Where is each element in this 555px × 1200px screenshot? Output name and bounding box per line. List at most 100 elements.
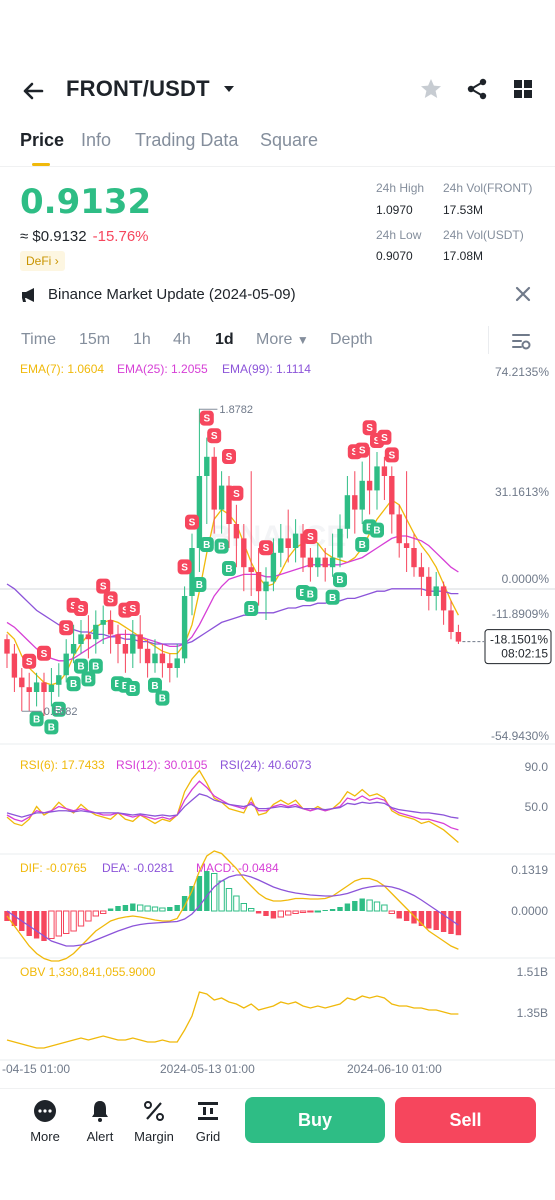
margin-percent-icon [144, 1101, 164, 1121]
buy-signal-marker: B [214, 538, 229, 554]
more-action[interactable]: More [20, 1099, 70, 1144]
vol-base-label: 24h Vol(FRONT) [443, 181, 533, 195]
sell-signal-marker: S [222, 449, 236, 464]
margin-action[interactable]: Margin [129, 1099, 179, 1144]
candle-body [211, 456, 217, 510]
percent-axis-label: -54.9430% [491, 729, 549, 743]
buy-signal-marker: B [355, 537, 370, 552]
candle-body [4, 639, 10, 654]
buy-signal-marker-letter: B [336, 575, 343, 586]
interval-1d[interactable]: 1d [215, 331, 234, 348]
close-icon[interactable] [513, 284, 533, 304]
announcement-banner[interactable]: Binance Market Update (2024-05-09) [20, 284, 535, 308]
macd-histogram-bar [352, 901, 358, 911]
sell-signal-marker-bg [74, 601, 88, 616]
candle [70, 624, 77, 664]
macd-histogram-bar [299, 910, 307, 913]
interval-15m[interactable]: 15m [79, 331, 111, 348]
macd-histogram-bar [167, 907, 173, 911]
bottom-action-bar: More Alert Margin Grid Buy Sell [0, 1088, 555, 1200]
ema99-line [6, 583, 459, 645]
candle-body [85, 634, 92, 640]
candle-body [11, 653, 18, 678]
rsi6-line [6, 769, 459, 844]
sell-signal-marker-letter: S [381, 433, 388, 444]
star-icon[interactable] [418, 76, 444, 102]
macd-histogram-bar [204, 871, 210, 911]
sell-signal-marker-bg [37, 645, 51, 661]
candle-body [285, 538, 291, 548]
macd-histogram-bar [233, 895, 240, 912]
tab-square[interactable]: Square [260, 130, 319, 150]
macd-axis-label: 0.1319 [511, 863, 548, 877]
interval-depth[interactable]: Depth [330, 331, 373, 348]
grid-layout-icon[interactable] [510, 76, 536, 102]
kline-chart[interactable]: BINANCE EMA(7): 1.0604 EMA(25): 1.2055 EMA(… [0, 356, 555, 1086]
candle-body [329, 557, 336, 568]
candle-body [181, 596, 188, 659]
sell-button[interactable]: Sell [395, 1097, 536, 1143]
alert-action[interactable]: Alert [75, 1099, 125, 1144]
buy-signal-marker: B [81, 671, 96, 687]
candle [167, 653, 173, 683]
price-subline: ≈ $0.9132 -15.76% [20, 228, 149, 245]
grid-action[interactable]: Grid [183, 1099, 233, 1144]
candle [255, 548, 262, 606]
high-value: 1.0970 [376, 203, 413, 217]
category-tag-label: DeFi [26, 254, 52, 268]
sell-signal-marker-letter: S [388, 450, 395, 461]
buy-signal-marker: B [370, 522, 384, 538]
interval-1h[interactable]: 1h [133, 331, 151, 348]
candle-body [403, 543, 410, 548]
interval-more[interactable]: More ▼ [256, 331, 309, 349]
indicator-settings-icon[interactable] [510, 330, 532, 352]
ema-legend-item: EMA(25): 1.2055 [117, 362, 208, 376]
buy-signal-marker: B [244, 601, 259, 616]
candle-body [233, 524, 240, 539]
candle-body [144, 648, 151, 664]
date-axis-label: 2024-06-10 01:00 [347, 1062, 442, 1076]
more-action-label: More [30, 1129, 60, 1144]
percent-axis-label: 74.2135% [495, 365, 549, 379]
candle [33, 672, 40, 707]
tab-price[interactable]: Price [20, 130, 65, 150]
buy-signal-marker-letter: B [307, 590, 314, 601]
share-icon[interactable] [464, 76, 490, 102]
candle-body [226, 485, 232, 524]
candle-body [204, 456, 210, 476]
candle-body [455, 632, 462, 642]
trading-pair-title[interactable]: FRONT/USDT [66, 76, 210, 101]
vol-quote-value: 17.08M [443, 249, 484, 263]
caret-down-icon[interactable] [222, 82, 236, 96]
buy-signal-marker-letter: B [114, 679, 121, 690]
buy-signal-marker-letter: B [85, 674, 92, 685]
buy-signal-marker-bg [125, 681, 140, 696]
sell-signal-marker-letter: S [359, 446, 366, 457]
sell-signal-marker-letter: S [307, 532, 314, 543]
interval-4h[interactable]: 4h [173, 331, 191, 348]
buy-signal-marker: B [303, 586, 318, 602]
macd-histogram-bar [263, 911, 269, 916]
tab-info[interactable]: Info [81, 130, 112, 150]
candle-body [174, 658, 180, 668]
candle-body [218, 485, 225, 510]
buy-signal-marker-bg [74, 658, 88, 674]
interval-time[interactable]: Time [21, 331, 56, 348]
candle-body [322, 557, 328, 568]
sell-signal-marker: S [59, 620, 74, 636]
rsi-legend-item: RSI(6): 17.7433 [20, 758, 105, 772]
candle-body [300, 533, 306, 558]
back-arrow-icon[interactable] [18, 76, 48, 106]
buy-button[interactable]: Buy [245, 1097, 385, 1143]
candle [144, 639, 151, 678]
tab-trading-data[interactable]: Trading Data [135, 130, 239, 150]
candle [337, 514, 343, 568]
sell-signal-marker-bg [185, 514, 199, 530]
candle [11, 644, 18, 692]
active-tab-indicator [32, 163, 50, 166]
candle-body [196, 476, 203, 548]
current-price-box [484, 629, 552, 665]
category-tag[interactable]: DeFi › [20, 251, 65, 271]
candle-body [93, 624, 99, 640]
sell-signal-marker-letter: S [233, 489, 240, 500]
